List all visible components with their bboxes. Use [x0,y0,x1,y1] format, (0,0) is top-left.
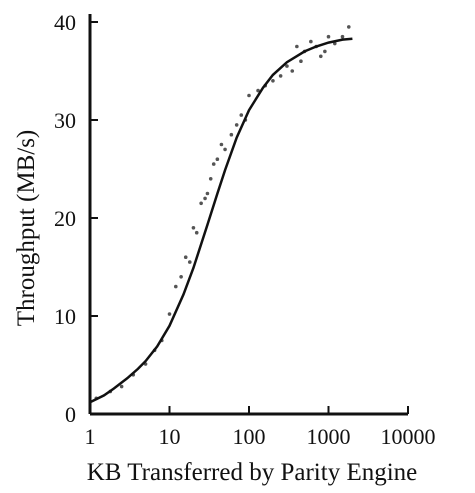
y-tick-label: 20 [54,206,76,231]
data-point [215,157,220,161]
data-point [219,142,224,147]
data-point [290,69,295,73]
y-tick-label: 10 [54,304,76,329]
data-point [223,147,227,152]
data-point [278,74,283,78]
data-point [229,132,234,137]
data-point [234,123,239,127]
data-point [326,34,331,39]
x-tick-label: 100 [233,424,266,449]
data-point [187,260,192,264]
data-points-layer [94,25,351,401]
data-point [208,177,213,181]
ticks-layer: 0 10 20 30 40 1 10 100 1000 10000 [54,10,436,449]
x-axis-title: KB Transferred by Parity Engine [87,459,418,486]
data-point [194,230,199,235]
data-point [346,25,351,29]
data-point [119,384,124,389]
x-tick-label: 1000 [307,424,351,449]
data-point [256,88,260,93]
y-tick-label: 40 [54,10,76,35]
data-point [318,54,323,59]
data-point [205,191,210,196]
axes-layer [88,14,408,416]
x-tick-label: 10000 [381,424,436,449]
data-point [203,196,207,201]
data-point [167,312,172,316]
x-tick-label: 1 [85,424,96,449]
data-point [239,113,244,117]
x-tick-label: 10 [159,424,181,449]
data-point [173,284,178,289]
fit-curve-line [89,37,353,404]
data-point [309,39,313,44]
data-point [271,79,275,83]
data-point [285,64,289,68]
data-point [323,49,327,54]
data-point [211,162,216,166]
data-point [295,44,299,49]
data-point [191,226,196,230]
data-point [183,255,188,259]
data-point [199,201,203,206]
data-point [247,93,251,98]
data-point [179,275,183,279]
data-point [299,59,303,63]
data-point [340,34,345,39]
y-tick-label: 0 [65,402,76,427]
fit-curve-layer [89,37,353,404]
y-tick-label: 30 [54,108,76,133]
y-axis-title: Throughput (MB/s) [13,130,40,327]
